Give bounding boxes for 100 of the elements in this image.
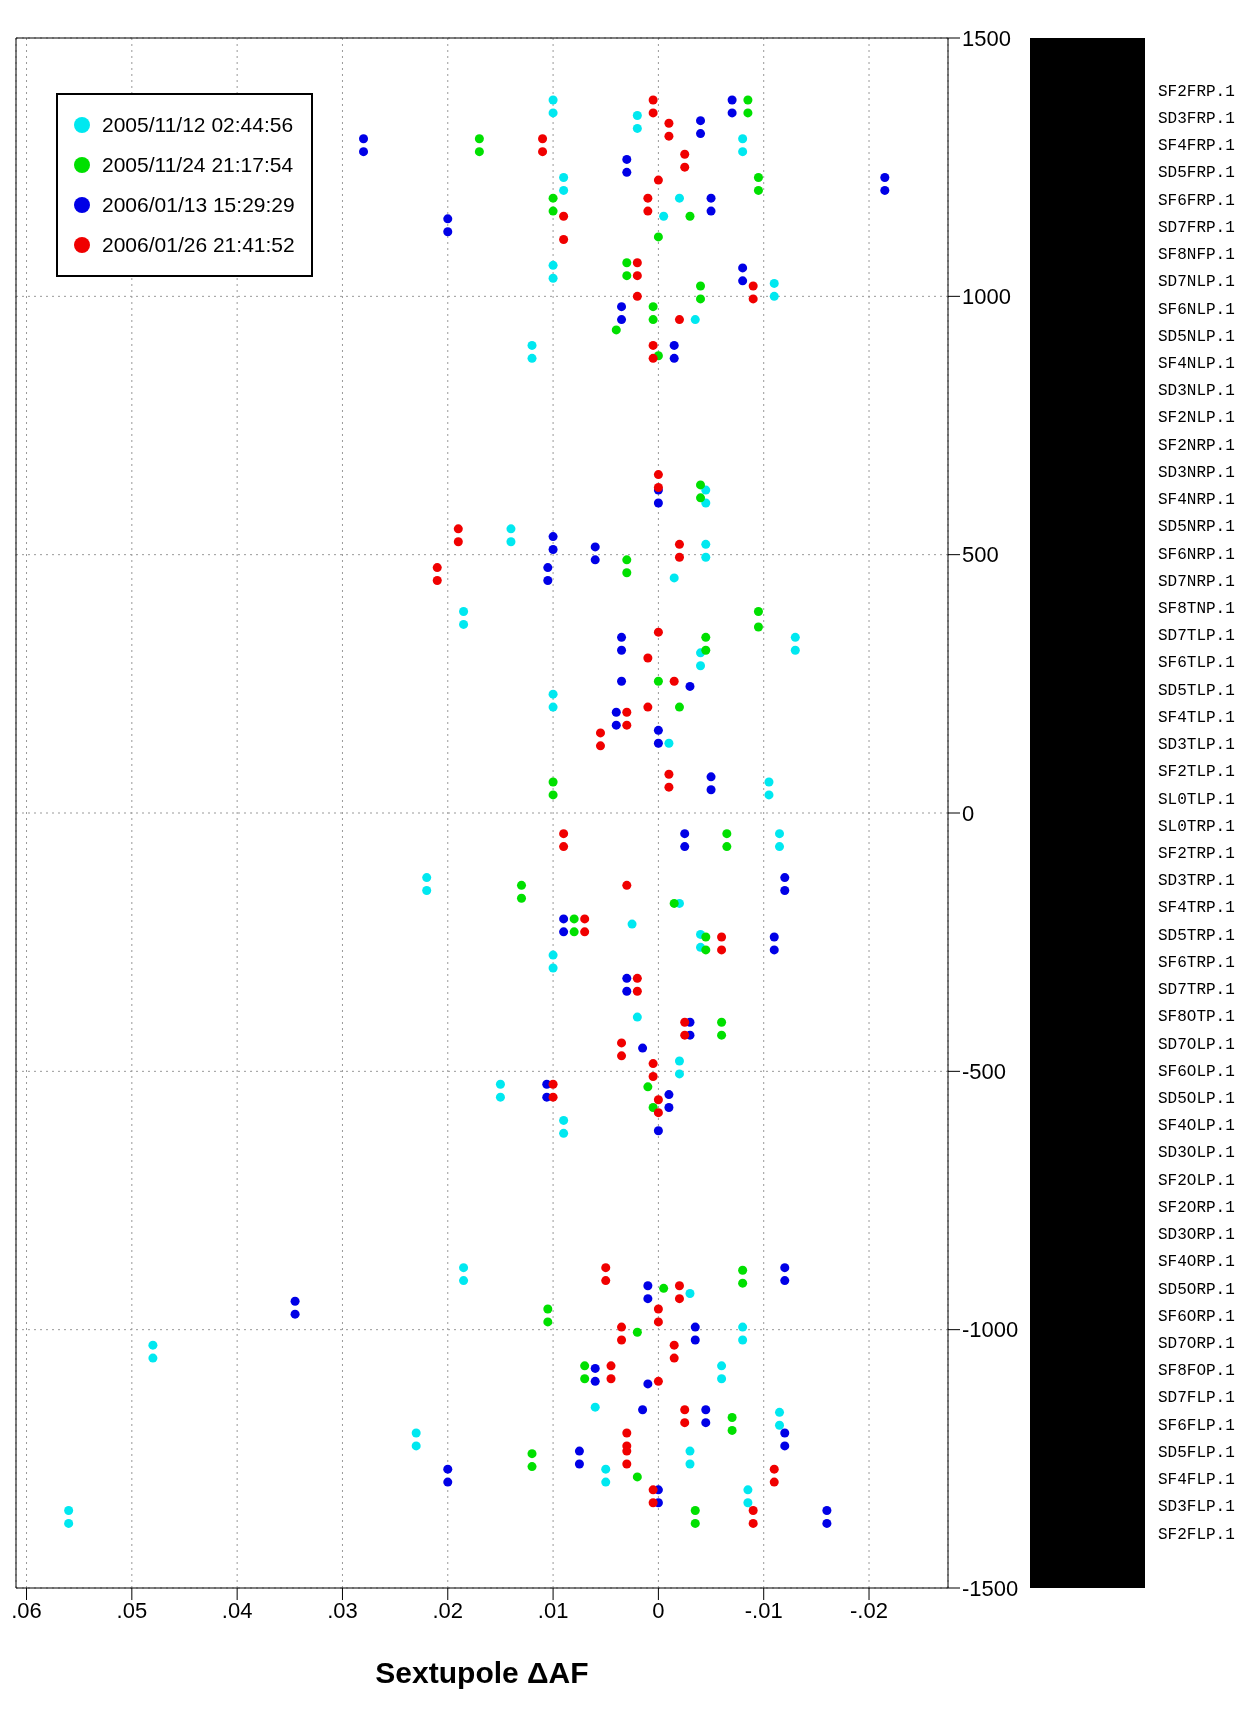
text: SD5FRP.1: [1158, 164, 1235, 183]
point: [622, 258, 632, 268]
point: [653, 676, 663, 686]
point: [722, 829, 732, 839]
text: SF6NRP.1: [1158, 545, 1235, 564]
text: SF6FRP.1: [1158, 191, 1235, 210]
point: [690, 1518, 700, 1528]
text: SF4ORP.1: [1158, 1253, 1235, 1272]
text: SF6OLP.1: [1158, 1062, 1235, 1081]
point: [611, 325, 621, 335]
text: SD3OLP.1: [1158, 1144, 1235, 1163]
text: SD5FLP.1: [1158, 1443, 1235, 1462]
y-tick-label: -1000: [962, 1317, 1019, 1343]
point: [696, 294, 706, 304]
point: [569, 914, 579, 924]
x-tick-label: .05: [116, 1597, 148, 1623]
legend-label: 2006/01/13 15:29:29: [102, 193, 295, 217]
text: SF2ORP.1: [1158, 1198, 1235, 1217]
point: [685, 211, 695, 221]
text: SF4OLP.1: [1158, 1117, 1235, 1136]
text: SD7NLP.1: [1158, 273, 1235, 292]
point: [690, 1505, 700, 1516]
text: SD7FLP.1: [1158, 1389, 1235, 1408]
text: SF2NRP.1: [1158, 436, 1235, 455]
point: [548, 777, 558, 787]
point: [659, 1283, 669, 1293]
y-tick-label: -1500: [962, 1575, 1019, 1601]
point: [738, 1278, 748, 1288]
point: [743, 108, 753, 118]
point: [701, 645, 711, 655]
text: SF2TRP.1: [1158, 845, 1235, 864]
text: SD7NRP.1: [1158, 572, 1235, 591]
point: [753, 622, 763, 632]
point: [632, 1327, 642, 1337]
legend-label: 2005/11/24 21:17:54: [102, 153, 294, 177]
text: SL0TLP.1: [1158, 790, 1235, 809]
text: SF4NLP.1: [1158, 355, 1235, 374]
text: SD7TLP.1: [1158, 627, 1235, 646]
text: SD7TRP.1: [1158, 981, 1235, 1000]
point: [669, 898, 679, 908]
point: [727, 1412, 737, 1423]
text: SD5TRP.1: [1158, 926, 1235, 945]
y-tick-label: 500: [962, 542, 999, 568]
point: [643, 1082, 653, 1092]
text: SD5ORP.1: [1158, 1280, 1235, 1299]
text: SF2TLP.1: [1158, 763, 1235, 782]
x-tick-label: -.01: [744, 1597, 783, 1623]
point: [701, 945, 711, 955]
y-tick-label: -500: [962, 1059, 1007, 1085]
point: [722, 842, 732, 852]
x-tick-label: .02: [432, 1597, 464, 1623]
text: SD3FRP.1: [1158, 110, 1235, 129]
point: [696, 281, 706, 291]
text: SF2FRP.1: [1158, 82, 1235, 101]
point: [527, 1449, 537, 1459]
text: SD3FLP.1: [1158, 1498, 1235, 1517]
text: SF2NLP.1: [1158, 409, 1235, 428]
text: SD7OLP.1: [1158, 1035, 1235, 1054]
x-tick-label: -.02: [850, 1597, 888, 1623]
legend-label: 2005/11/12 02:44:56: [102, 113, 294, 137]
point: [622, 555, 632, 565]
text: SD3NRP.1: [1158, 463, 1235, 482]
point: [622, 568, 632, 578]
point: [648, 302, 658, 312]
x-axis-title: Sextupole ΔAF: [375, 1656, 589, 1689]
point: [701, 932, 711, 942]
point: [738, 1265, 748, 1275]
text: SF8FOP.1: [1158, 1362, 1235, 1381]
point: [701, 632, 711, 642]
point: [653, 232, 663, 242]
point: [753, 185, 763, 195]
text: SF6TRP.1: [1158, 953, 1235, 972]
point: [753, 606, 763, 617]
x-tick-label: .03: [327, 1597, 358, 1623]
text: SD7FRP.1: [1158, 218, 1235, 237]
point: [516, 893, 527, 903]
point: [569, 927, 579, 937]
text: SF2FLP.1: [1158, 1525, 1235, 1544]
point: [632, 1472, 642, 1482]
point: [516, 880, 527, 890]
text: SF2OLP.1: [1158, 1171, 1235, 1190]
x-tick-label: .01: [537, 1597, 569, 1623]
point: [622, 271, 632, 281]
text: SD5OLP.1: [1158, 1090, 1235, 1109]
text: SD3TLP.1: [1158, 736, 1235, 755]
text: SF8NFP.1: [1158, 246, 1235, 265]
text: SD5TLP.1: [1158, 681, 1235, 700]
point: [696, 480, 706, 490]
text: SD7ORP.1: [1158, 1335, 1235, 1354]
text: SF4FRP.1: [1158, 137, 1235, 156]
text: SF8OTP.1: [1158, 1008, 1235, 1027]
point: [753, 172, 763, 183]
text: SD3ORP.1: [1158, 1226, 1235, 1245]
x-tick-label: .04: [221, 1597, 253, 1623]
x-tick-label: 0: [652, 1597, 665, 1623]
point: [474, 147, 484, 157]
text: SF4TRP.1: [1158, 899, 1235, 918]
text: SF4FLP.1: [1158, 1471, 1235, 1490]
y-tick-label: 1000: [962, 284, 1011, 310]
text: SL0TRP.1: [1158, 817, 1235, 836]
